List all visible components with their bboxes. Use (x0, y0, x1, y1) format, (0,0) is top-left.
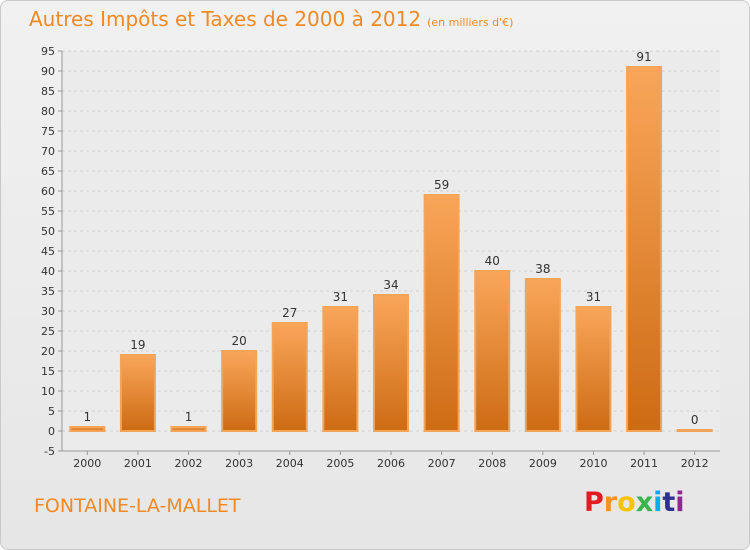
y-tick-label: 80 (41, 105, 55, 118)
y-tick-label: 50 (41, 225, 55, 238)
x-tick-label: 2004 (276, 457, 304, 470)
bar (373, 294, 409, 432)
bar-value-label: 38 (535, 262, 550, 276)
bar (322, 306, 359, 432)
y-tick-label: 15 (41, 365, 55, 378)
x-tick-label: 2008 (478, 457, 506, 470)
x-tick-label: 2007 (428, 457, 456, 470)
brand-letter: r (603, 487, 618, 518)
bar-value-label: 34 (383, 278, 398, 292)
bar (626, 66, 663, 432)
y-tick-label: 45 (41, 245, 55, 258)
x-tick-label: 2001 (124, 457, 152, 470)
bar (423, 194, 460, 432)
y-tick-label: 70 (41, 145, 55, 158)
bar (119, 354, 156, 432)
bar-value-label: 59 (434, 178, 449, 192)
bar-value-label: 91 (636, 50, 651, 64)
y-tick-label: 5 (48, 405, 55, 418)
unit-label: (en milliers d'€) (427, 16, 514, 29)
x-tick-label: 2002 (175, 457, 203, 470)
x-tick-label: 2005 (326, 457, 354, 470)
x-tick-label: 2006 (377, 457, 405, 470)
y-tick-label: 60 (41, 185, 55, 198)
bar (271, 322, 308, 432)
bar (474, 270, 511, 432)
bar-value-label: 40 (485, 254, 500, 268)
brand-letter: i (653, 487, 663, 518)
y-tick-label: 10 (41, 385, 55, 398)
bar (170, 426, 207, 432)
y-tick-label: 55 (41, 205, 55, 218)
y-tick-label: 20 (41, 345, 55, 358)
place-name: FONTAINE-LA-MALLET (34, 495, 241, 517)
brand-letter: i (675, 487, 685, 518)
proxiti-logo: Proxiti (584, 487, 685, 518)
bar-value-label: 27 (282, 306, 297, 320)
brand-letter: o (617, 487, 636, 518)
y-tick-label: 40 (41, 265, 55, 278)
y-tick-label: 30 (41, 305, 55, 318)
bar (221, 350, 258, 432)
bar-value-label: 0 (691, 413, 699, 427)
x-tick-label: 2003 (225, 457, 253, 470)
x-tick-label: 2000 (73, 457, 101, 470)
brand-letter: x (635, 487, 654, 518)
chart-title: Autres Impôts et Taxes de 2000 à 2012 (en… (29, 7, 513, 31)
bar (69, 426, 106, 432)
y-tick-label: 90 (41, 65, 55, 78)
y-tick-label: 35 (41, 285, 55, 298)
bar-value-label: 31 (333, 290, 348, 304)
bar (575, 306, 612, 432)
bar-value-label: 20 (232, 334, 247, 348)
y-tick-label: -5 (44, 445, 55, 458)
x-tick-label: 2010 (579, 457, 607, 470)
bar-value-label: 19 (130, 338, 145, 352)
title-text: Autres Impôts et Taxes de 2000 à 2012 (29, 7, 422, 31)
x-tick-label: 2009 (529, 457, 557, 470)
bar-value-label: 1 (185, 410, 193, 424)
x-tick-label: 2011 (630, 457, 658, 470)
y-tick-label: 0 (48, 425, 55, 438)
bar (524, 278, 561, 432)
bar-value-label: 1 (83, 410, 91, 424)
y-tick-label: 95 (41, 45, 55, 58)
bar (676, 429, 713, 432)
y-tick-label: 85 (41, 85, 55, 98)
x-tick-label: 2012 (681, 457, 709, 470)
brand-letter: t (662, 487, 676, 518)
y-tick-label: 65 (41, 165, 55, 178)
brand-letter: P (584, 487, 604, 518)
y-tick-label: 75 (41, 125, 55, 138)
y-tick-label: 25 (41, 325, 55, 338)
bar-value-label: 31 (586, 290, 601, 304)
